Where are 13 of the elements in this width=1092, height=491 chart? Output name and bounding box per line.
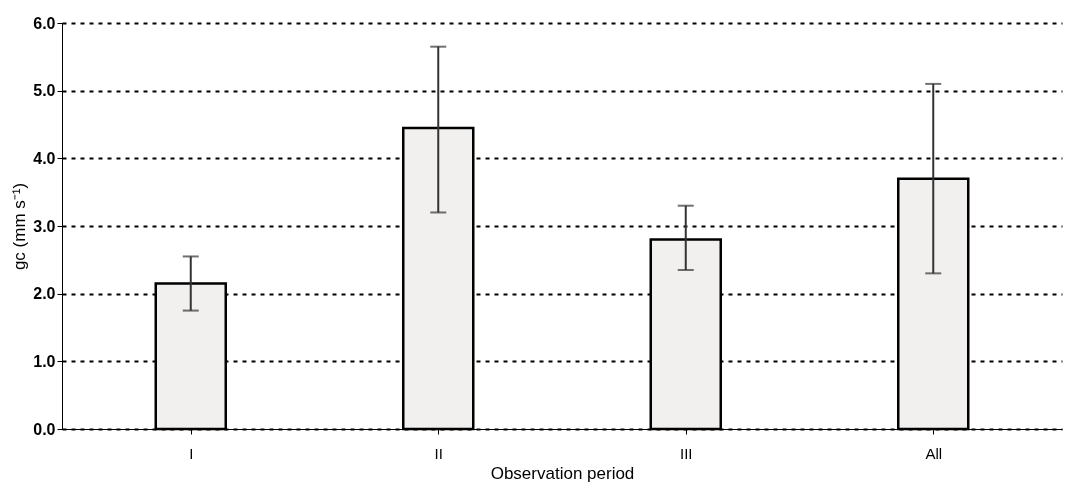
y-axis-title: gc (mm s⁻¹) xyxy=(10,182,30,271)
y-tick-label: 6.0 xyxy=(33,14,56,32)
y-tick-label: 3.0 xyxy=(33,217,56,235)
x-tick-label: I xyxy=(189,444,194,462)
y-tick-label: 2.0 xyxy=(33,285,56,303)
x-tick-label: III xyxy=(679,444,693,462)
x-tick-label: All xyxy=(925,444,943,462)
x-axis-title: Observation period xyxy=(490,463,635,483)
y-tick-label: 4.0 xyxy=(33,149,56,167)
y-tick-label: 1.0 xyxy=(33,352,56,370)
y-tick-label: 0.0 xyxy=(33,420,56,438)
x-tick-label: II xyxy=(434,444,443,462)
y-tick-label: 5.0 xyxy=(33,82,56,100)
